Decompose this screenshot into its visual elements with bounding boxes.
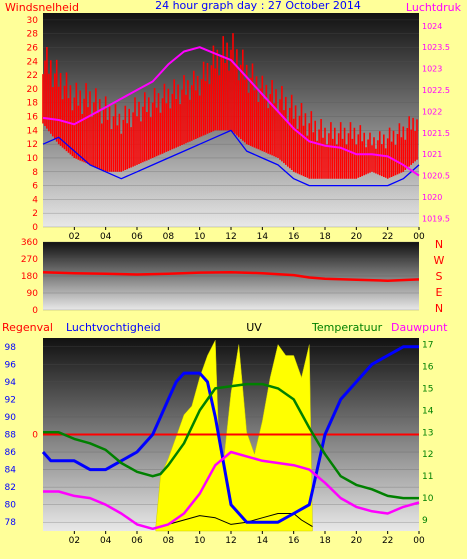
temperature-tick-label: 9 (422, 516, 428, 526)
wind-tick-label: 20 (27, 85, 39, 95)
x-tick-label: 12 (225, 536, 236, 546)
temperature-tick-label: 16 (422, 363, 434, 373)
compass-label: S (436, 270, 443, 283)
temperature-tick-label: 11 (422, 472, 433, 482)
x-tick-label: 22 (382, 536, 393, 546)
humidity-tick-label: 98 (5, 343, 17, 353)
wind-tick-label: 18 (27, 99, 39, 109)
regenval-label: Regenval (2, 321, 53, 334)
pressure-tick-label: 1023 (422, 65, 442, 74)
pressure-tick-label: 1021.5 (422, 129, 450, 138)
humidity-tick-label: 88 (5, 431, 17, 441)
direction-tick-label: 180 (21, 272, 38, 282)
wind-tick-label: 6 (32, 182, 38, 192)
pressure-tick-label: 1023.5 (422, 43, 450, 52)
humidity-tick-label: 86 (5, 448, 17, 458)
temperatuur-label: Temperatuur (311, 321, 383, 334)
humidity-tick-label: 96 (5, 360, 17, 370)
pressure-tick-label: 1021 (422, 150, 442, 159)
x-tick-label: 20 (351, 536, 363, 546)
solar-series (160, 513, 313, 528)
pressure-tick-label: 1020.5 (422, 172, 450, 181)
pressure-tick-label: 1019.5 (422, 214, 450, 223)
x-tick-label: 04 (100, 536, 112, 546)
pressure-tick-label: 1024 (422, 22, 442, 31)
humidity-tick-label: 84 (5, 466, 17, 476)
wind-direction-series (42, 270, 420, 282)
x-tick-label: 06 (131, 232, 143, 242)
compass-label: N (435, 302, 443, 315)
pressure-tick-label: 1020 (422, 193, 442, 202)
temperature-series (43, 382, 419, 500)
wind-tick-label: 8 (32, 168, 38, 178)
x-tick-label: 04 (100, 232, 112, 242)
temperature-tick-label: 15 (422, 384, 433, 394)
dauwpunt-label: Dauwpunt (391, 321, 448, 334)
humidity-tick-label: 80 (5, 501, 17, 511)
x-tick-label: 14 (257, 536, 269, 546)
wind-average-series (42, 129, 420, 187)
wind-tick-label: 14 (27, 126, 39, 136)
x-tick-label: 00 (413, 232, 425, 242)
x-tick-label: 18 (319, 536, 331, 546)
wind-tick-label: 12 (27, 140, 38, 150)
humidity-series (41, 345, 419, 524)
compass-label: W (434, 254, 445, 267)
direction-tick-label: 270 (21, 255, 38, 265)
temperature-tick-label: 17 (422, 341, 433, 351)
wind-tick-label: 2 (32, 209, 38, 219)
wind-tick-label: 4 (32, 195, 38, 205)
windsnelheid-label: Windsnelheid (5, 1, 79, 14)
temperature-tick-label: 10 (422, 494, 434, 504)
temperature-tick-label: 12 (422, 450, 433, 460)
wind-gust-series (42, 33, 418, 179)
x-tick-label: 02 (69, 232, 80, 242)
uv-label: UV (246, 321, 262, 334)
x-tick-label: 10 (194, 232, 206, 242)
x-tick-label: 16 (288, 232, 300, 242)
humidity-tick-label: 90 (5, 413, 17, 423)
wind-tick-label: 22 (27, 71, 38, 81)
dewpoint-series (43, 450, 420, 531)
chart-title: 24 hour graph day : 27 October 2014 (155, 0, 361, 12)
x-tick-label: 22 (382, 232, 393, 242)
rain-tick-label: 0 (32, 431, 38, 441)
x-tick-label: 08 (163, 536, 175, 546)
humidity-tick-label: 94 (5, 378, 17, 388)
x-tick-label: 08 (163, 232, 175, 242)
temperature-tick-label: 13 (422, 428, 433, 438)
x-tick-label: 20 (351, 232, 363, 242)
wind-tick-label: 24 (27, 57, 39, 67)
luchtvochtigheid-label: Luchtvochtigheid (66, 321, 161, 334)
humidity-tick-label: 82 (5, 483, 16, 493)
wind-tick-label: 10 (27, 154, 39, 164)
x-tick-label: 00 (413, 536, 425, 546)
wind-tick-label: 16 (27, 113, 39, 123)
pressure-tick-label: 1022 (422, 107, 442, 116)
direction-tick-label: 90 (27, 289, 39, 299)
direction-tick-label: 360 (21, 238, 38, 248)
compass-label: E (436, 286, 443, 299)
x-tick-label: 16 (288, 536, 300, 546)
compass-label: N (435, 238, 443, 251)
wind-tick-label: 0 (32, 223, 38, 233)
x-tick-label: 06 (131, 536, 143, 546)
x-tick-label: 14 (257, 232, 269, 242)
wind-tick-label: 30 (27, 16, 39, 26)
pressure-series (42, 46, 420, 177)
humidity-tick-label: 92 (5, 395, 16, 405)
wind-tick-label: 26 (27, 44, 39, 54)
luchtdruk-label: Luchtdruk (406, 1, 462, 14)
direction-tick-label: 0 (32, 306, 38, 316)
x-tick-label: 02 (69, 536, 80, 546)
wind-tick-label: 28 (27, 30, 39, 40)
x-tick-label: 18 (319, 232, 331, 242)
pressure-tick-label: 1022.5 (422, 86, 450, 95)
temperature-tick-label: 14 (422, 406, 434, 416)
humidity-tick-label: 78 (5, 518, 17, 528)
x-tick-label: 10 (194, 536, 206, 546)
x-tick-label: 12 (225, 232, 236, 242)
